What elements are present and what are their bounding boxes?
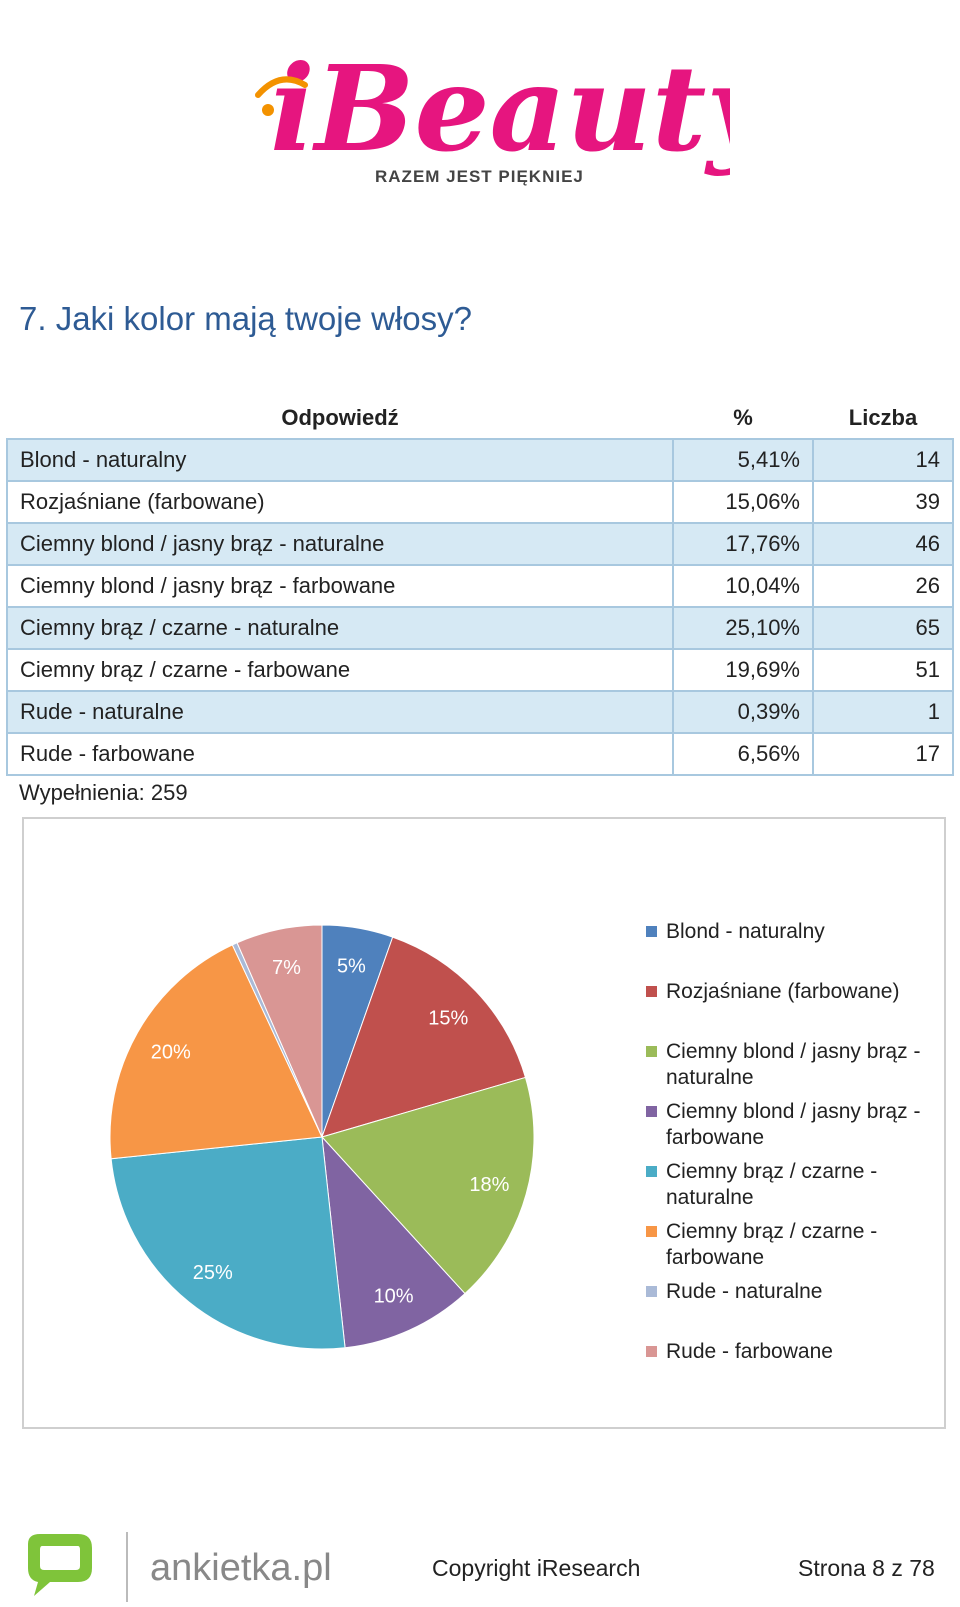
row-count: 17	[812, 732, 954, 776]
legend-label: Ciemny blond / jasny brąz - naturalne	[666, 1040, 921, 1089]
pie-slice	[110, 1136, 346, 1350]
pie-data-label: 7%	[272, 957, 301, 979]
legend-label: Rude - farbowane	[666, 1340, 833, 1363]
legend-label: Ciemny brąz / czarne - naturalne	[666, 1160, 878, 1209]
pie-data-label: 18%	[469, 1174, 509, 1196]
row-label: Ciemny brąz / czarne - naturalne	[6, 606, 674, 650]
svg-text:ankietka.pl: ankietka.pl	[150, 1547, 332, 1589]
legend-swatch	[646, 1286, 657, 1297]
header-count: Liczba	[848, 405, 918, 430]
legend-swatch	[646, 1226, 657, 1237]
row-count: 51	[812, 648, 954, 692]
row-label: Blond - naturalny	[6, 438, 674, 482]
pie-data-label: 20%	[151, 1041, 191, 1063]
legend-swatch	[646, 1106, 657, 1117]
copyright-text: Copyright iResearch	[432, 1555, 641, 1581]
table-row: Rozjaśniane (farbowane) 15,06% 39	[6, 480, 954, 524]
row-percent: 17,76%	[672, 522, 814, 566]
pie-data-label: 15%	[428, 1008, 468, 1030]
legend-swatch	[646, 1166, 657, 1177]
row-label: Rozjaśniane (farbowane)	[6, 480, 674, 524]
row-percent: 19,69%	[672, 648, 814, 692]
row-percent: 5,41%	[672, 438, 814, 482]
legend-swatch	[646, 926, 657, 937]
row-percent: 0,39%	[672, 690, 814, 734]
table-row: Ciemny brąz / czarne - naturalne 25,10% …	[6, 606, 954, 650]
legend-label: Rude - naturalne	[666, 1280, 823, 1303]
pie-slice	[321, 1076, 535, 1295]
legend-swatch	[646, 986, 657, 997]
table-row: Ciemny brąz / czarne - farbowane 19,69% …	[6, 648, 954, 692]
row-label: Rude - farbowane	[6, 732, 674, 776]
pie-data-label: 25%	[193, 1262, 233, 1284]
pie-chart: 5% 15% 18% 10% 25% 20% 7% Blond - naturalny Roz…	[22, 817, 946, 1429]
pie-slice	[321, 936, 527, 1138]
header-answer: Odpowiedź	[281, 405, 399, 430]
table-header-row: Odpowiedź % Liczba	[7, 398, 953, 439]
row-count: 39	[812, 480, 954, 524]
page-number: Strona 8 z 78	[798, 1555, 935, 1581]
table-row: Rude - naturalne 0,39% 1	[6, 690, 954, 734]
table-row: Ciemny blond / jasny brąz - naturalne 17…	[6, 522, 954, 566]
row-percent: 6,56%	[672, 732, 814, 776]
row-label: Rude - naturalne	[6, 690, 674, 734]
pie-data-label: 10%	[374, 1285, 414, 1307]
row-label: Ciemny blond / jasny brąz - naturalne	[6, 522, 674, 566]
pie-data-label: 5%	[337, 956, 366, 978]
header-percent: %	[733, 405, 753, 430]
row-count: 65	[812, 606, 954, 650]
table-row: Rude - farbowane 6,56% 17	[6, 732, 954, 776]
pie-slice	[321, 1135, 466, 1349]
svg-text:RAZEM JEST PIĘKNIEJ: RAZEM JEST PIĘKNIEJ	[375, 167, 584, 186]
table-row: Blond - naturalny 5,41% 14	[6, 438, 954, 482]
legend-swatch	[646, 1346, 657, 1357]
legend-label: Blond - naturalny	[666, 920, 825, 943]
legend-label: Ciemny blond / jasny brąz - farbowane	[666, 1100, 921, 1149]
results-table: Odpowiedź % Liczba Blond - naturalny 5,4…	[6, 398, 954, 776]
row-count: 1	[812, 690, 954, 734]
row-percent: 15,06%	[672, 480, 814, 524]
row-count: 14	[812, 438, 954, 482]
question-title: 7. Jaki kolor mają twoje włosy?	[19, 300, 473, 337]
table-row: Ciemny blond / jasny brąz - farbowane 10…	[6, 564, 954, 608]
responses-count: Wypełnienia: 259	[19, 780, 188, 805]
row-percent: 25,10%	[672, 606, 814, 650]
row-label: Ciemny blond / jasny brąz - farbowane	[6, 564, 674, 608]
row-label: Ciemny brąz / czarne - farbowane	[6, 648, 674, 692]
row-count: 46	[812, 522, 954, 566]
row-count: 26	[812, 564, 954, 608]
pie-slice	[109, 944, 323, 1160]
legend-label: Ciemny brąz / czarne - farbowane	[666, 1220, 878, 1269]
ankietka-logo: ankietka.pl	[20, 1530, 340, 1602]
row-percent: 10,04%	[672, 564, 814, 608]
pie-chart-svg: 5% 15% 18% 10% 25% 20% 7%	[109, 924, 535, 1350]
pie-slice	[236, 924, 323, 1138]
ibeauty-logo: iBeauty.pl RAZEM JEST PIĘKNIEJ	[250, 10, 930, 200]
legend-label: Rozjaśniane (farbowane)	[666, 980, 900, 1003]
legend-swatch	[646, 1046, 657, 1057]
svg-text:iBeauty.pl: iBeauty.pl	[270, 39, 730, 178]
